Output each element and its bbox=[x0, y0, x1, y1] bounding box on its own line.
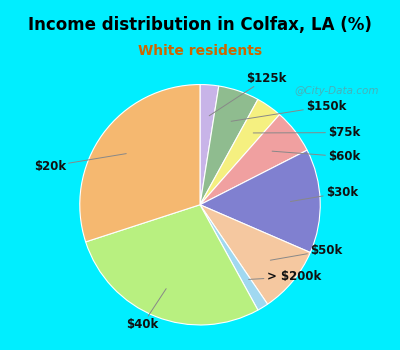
Wedge shape bbox=[200, 150, 320, 252]
Wedge shape bbox=[200, 205, 310, 304]
Text: $125k: $125k bbox=[209, 72, 286, 116]
Wedge shape bbox=[86, 205, 258, 325]
Wedge shape bbox=[200, 99, 280, 205]
Wedge shape bbox=[200, 85, 219, 205]
Text: $75k: $75k bbox=[253, 126, 360, 139]
Text: $150k: $150k bbox=[231, 100, 346, 121]
Text: Income distribution in Colfax, LA (%): Income distribution in Colfax, LA (%) bbox=[28, 16, 372, 34]
Text: $20k: $20k bbox=[34, 154, 126, 173]
Wedge shape bbox=[80, 85, 200, 242]
Text: $60k: $60k bbox=[272, 150, 360, 163]
Wedge shape bbox=[200, 86, 258, 205]
Text: $30k: $30k bbox=[290, 186, 358, 202]
Text: $40k: $40k bbox=[126, 289, 166, 331]
Text: > $200k: > $200k bbox=[249, 271, 321, 284]
Text: @City-Data.com: @City-Data.com bbox=[294, 86, 379, 96]
Text: $50k: $50k bbox=[270, 244, 342, 260]
Wedge shape bbox=[200, 205, 268, 310]
Wedge shape bbox=[200, 114, 307, 205]
Text: White residents: White residents bbox=[138, 44, 262, 58]
